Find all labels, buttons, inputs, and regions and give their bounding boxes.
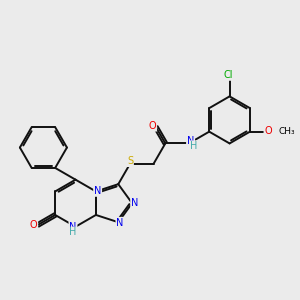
Text: N: N (69, 222, 77, 232)
Text: Cl: Cl (224, 70, 233, 80)
Text: O: O (149, 121, 156, 131)
Text: CH₃: CH₃ (278, 127, 295, 136)
Text: O: O (30, 220, 38, 230)
Text: H: H (190, 141, 198, 151)
Text: N: N (94, 186, 101, 196)
Text: N: N (187, 136, 194, 146)
Text: O: O (264, 126, 272, 136)
Text: N: N (116, 218, 124, 228)
Text: N: N (131, 198, 138, 208)
Text: S: S (127, 156, 133, 166)
Text: H: H (69, 227, 77, 237)
